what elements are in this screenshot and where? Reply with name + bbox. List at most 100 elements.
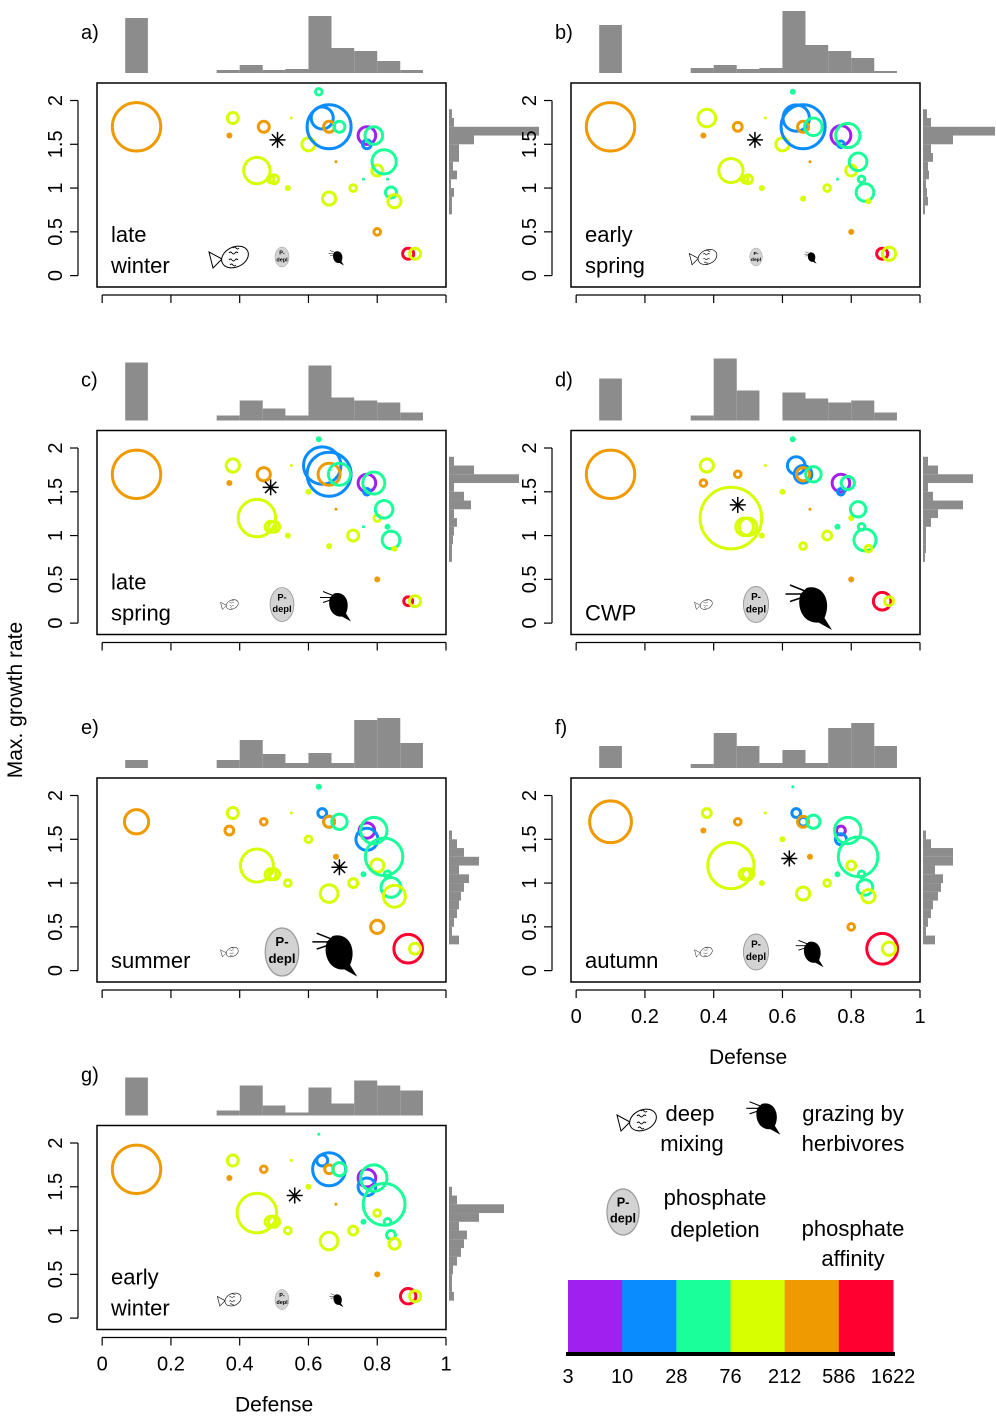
mean-asterisk bbox=[287, 1188, 303, 1204]
right-hist-bar bbox=[449, 883, 464, 892]
point bbox=[112, 1145, 160, 1193]
point bbox=[873, 592, 891, 610]
point bbox=[823, 531, 832, 540]
top-hist-bar bbox=[125, 760, 148, 768]
point bbox=[806, 467, 821, 482]
top-hist-bar bbox=[263, 1106, 286, 1116]
x-tick-label: 0.8 bbox=[837, 1006, 865, 1028]
point bbox=[838, 837, 878, 877]
top-hist-bar bbox=[240, 740, 263, 768]
right-hist-bar bbox=[923, 466, 938, 475]
point bbox=[227, 808, 238, 819]
right-hist-bar bbox=[923, 927, 926, 936]
point bbox=[849, 153, 867, 171]
top-hist-bar bbox=[308, 16, 331, 73]
right-hist-bar bbox=[449, 1213, 479, 1222]
y-tick-label: 1.5 bbox=[519, 130, 541, 158]
icon-p-text: P- bbox=[279, 251, 285, 257]
point bbox=[808, 160, 811, 163]
point bbox=[386, 178, 389, 181]
top-hist-bar bbox=[874, 746, 897, 768]
icon-tail bbox=[221, 950, 227, 957]
mean-asterisk bbox=[730, 497, 746, 513]
y-tick-label: 0.5 bbox=[45, 565, 67, 593]
point bbox=[320, 885, 338, 903]
point bbox=[349, 879, 358, 888]
point bbox=[315, 88, 322, 95]
colorbar-swatch bbox=[568, 1280, 623, 1352]
icon-phosphate: P-depl bbox=[607, 1189, 639, 1235]
right-hist-bar bbox=[449, 501, 471, 510]
icon-phosphate: P-depl bbox=[275, 1290, 289, 1310]
colorbar-swatch bbox=[785, 1280, 840, 1352]
point bbox=[349, 1226, 358, 1235]
top-hist-bar bbox=[125, 363, 148, 421]
panel-label: f) bbox=[555, 717, 567, 739]
icon-grazing bbox=[312, 933, 357, 977]
point bbox=[858, 871, 865, 878]
right-hist-bar bbox=[449, 1266, 453, 1275]
right-hist-bar bbox=[449, 483, 454, 492]
point bbox=[362, 178, 365, 181]
point bbox=[791, 785, 794, 788]
top-hist-bar bbox=[332, 398, 355, 421]
icon-body bbox=[626, 1105, 660, 1135]
right-hist-bar bbox=[449, 901, 459, 910]
colorbar-tick-label: 76 bbox=[719, 1366, 741, 1388]
right-hist-bar bbox=[449, 536, 453, 545]
right-hist-bar bbox=[449, 927, 452, 936]
right-hist-bar bbox=[449, 1239, 464, 1248]
top-hist-bar bbox=[240, 401, 263, 421]
icon-p-text: P- bbox=[751, 592, 761, 603]
season-label: spring bbox=[585, 253, 645, 278]
top-hist-bar bbox=[737, 69, 760, 73]
right-hist-bar bbox=[449, 1196, 457, 1205]
point bbox=[759, 880, 765, 886]
point bbox=[227, 1155, 238, 1166]
icon-grazing bbox=[329, 251, 345, 266]
point bbox=[807, 854, 813, 860]
y-tick-label: 2 bbox=[45, 790, 67, 801]
legend-text: grazing by bbox=[802, 1101, 904, 1126]
mean-asterisk bbox=[263, 479, 279, 495]
top-hist-bar bbox=[217, 1111, 240, 1116]
right-hist-bar bbox=[449, 457, 454, 466]
icon-tail bbox=[695, 950, 701, 957]
y-tick-label: 0.5 bbox=[45, 1260, 67, 1288]
point bbox=[285, 880, 292, 887]
point bbox=[227, 113, 238, 124]
point bbox=[384, 1219, 391, 1226]
right-hist-bar bbox=[449, 866, 459, 875]
panel-label: c) bbox=[81, 370, 98, 392]
right-hist-bar bbox=[923, 474, 973, 483]
right-hist-bar bbox=[923, 901, 933, 910]
point bbox=[305, 836, 312, 843]
right-hist-bar bbox=[449, 474, 519, 483]
y-tick-label: 1.5 bbox=[45, 825, 67, 853]
top-hist-bar bbox=[377, 403, 400, 421]
y-tick-label: 0.5 bbox=[519, 218, 541, 246]
point bbox=[734, 818, 741, 825]
right-hist-bar bbox=[923, 171, 929, 180]
point bbox=[334, 160, 337, 163]
top-hist-bar bbox=[828, 403, 851, 421]
y-tick-label: 1.5 bbox=[45, 478, 67, 506]
point bbox=[290, 117, 293, 120]
icon-grazer-body bbox=[804, 942, 824, 968]
point bbox=[322, 192, 335, 205]
colorbar-tick-label: 28 bbox=[665, 1366, 687, 1388]
icon-p-text: P- bbox=[277, 592, 286, 602]
right-hist-bar bbox=[449, 136, 474, 145]
legend-text: herbivores bbox=[802, 1131, 905, 1156]
icon-mixing bbox=[221, 598, 240, 611]
legend-text: mixing bbox=[660, 1131, 724, 1156]
point bbox=[334, 508, 337, 511]
right-hist-bar bbox=[923, 179, 926, 188]
right-hist-bar bbox=[923, 127, 995, 136]
x-axis-title: Defense bbox=[235, 1394, 313, 1417]
point bbox=[410, 943, 421, 954]
top-hist-bar bbox=[400, 743, 423, 768]
point bbox=[260, 818, 267, 825]
top-hist-bar bbox=[240, 65, 263, 73]
point bbox=[112, 450, 160, 498]
